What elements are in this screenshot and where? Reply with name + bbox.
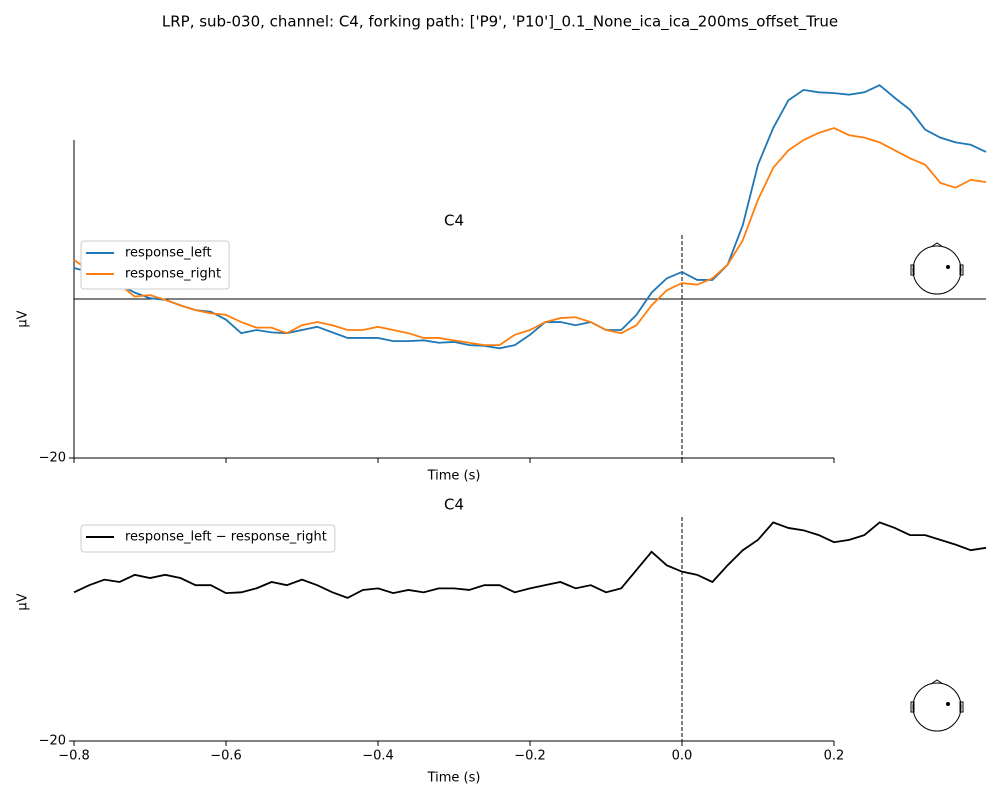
- head-nose: [930, 242, 944, 248]
- legend-box: [80, 524, 336, 553]
- legend-label: response_left − response_right: [125, 530, 327, 545]
- legend: response_left − response_right: [80, 524, 336, 553]
- axes-title: C4: [444, 496, 464, 514]
- series-line: [73, 521, 987, 599]
- y-axis-label: µV: [16, 593, 31, 610]
- legend-box: [80, 240, 230, 290]
- x-axis-label: Time (s): [427, 469, 481, 484]
- head-nose: [930, 679, 944, 685]
- x-tick-label: −0.6: [210, 749, 242, 764]
- sensor-dot: [946, 702, 950, 706]
- head-icon: [912, 682, 962, 732]
- legend: response_left response_right: [80, 240, 230, 290]
- head-ear: [959, 701, 964, 713]
- legend-label: response_right: [125, 267, 221, 282]
- legend-label: response_left: [125, 246, 212, 261]
- series-line: [73, 127, 987, 347]
- x-tick-label: 0.0: [672, 749, 693, 764]
- sensor-dot: [946, 265, 950, 269]
- x-tick-label: 0.2: [824, 749, 845, 764]
- y-tick-label: −20: [39, 734, 66, 749]
- head-icon: [912, 245, 962, 295]
- head-ear: [959, 264, 964, 276]
- y-axis-label: µV: [16, 310, 31, 327]
- head-ear: [910, 264, 915, 276]
- x-tick-label: −0.4: [362, 749, 394, 764]
- y-tick-label: −20: [39, 451, 66, 466]
- figure-title: LRP, sub-030, channel: C4, forking path:…: [162, 13, 838, 32]
- axes-title: C4: [444, 212, 464, 230]
- x-tick-label: −0.2: [514, 749, 546, 764]
- series-line: [73, 84, 987, 350]
- x-tick-label: −0.8: [58, 749, 90, 764]
- x-axis-label: Time (s): [427, 771, 481, 786]
- head-ear: [910, 701, 915, 713]
